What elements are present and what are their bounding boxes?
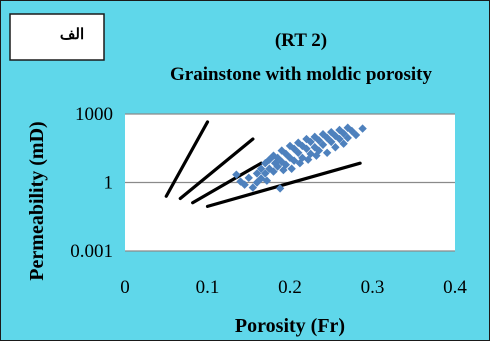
reference-lines — [164, 120, 362, 208]
data-point — [275, 184, 285, 193]
data-point — [327, 137, 336, 147]
data-point — [318, 140, 328, 149]
data-point — [302, 134, 311, 144]
data-point — [248, 183, 258, 192]
data-point — [232, 170, 241, 179]
y-tick-label: 1000 — [75, 104, 113, 125]
data-point — [287, 164, 296, 173]
data-point — [244, 173, 253, 183]
x-axis-title: Porosity (Fr) — [235, 315, 345, 337]
chart-subtitle: Grainstone with moldic porosity — [170, 64, 432, 85]
data-point — [335, 134, 344, 144]
chart-title: (RT 2) — [275, 30, 327, 51]
x-tick-label: 0.1 — [196, 277, 220, 298]
data-point — [343, 133, 352, 143]
panel-label: الف — [60, 27, 84, 43]
data-point — [252, 178, 262, 187]
data-point — [261, 169, 270, 178]
reference-line — [164, 120, 210, 198]
x-tick-labels: 0 0.1 0.2 0.3 0.4 — [120, 277, 467, 298]
data-point — [265, 164, 274, 173]
data-point — [358, 124, 367, 133]
x-tick-label: 0.2 — [278, 277, 302, 298]
data-point — [294, 138, 303, 147]
reference-line — [178, 137, 255, 201]
data-point — [314, 146, 324, 155]
reference-line — [191, 161, 263, 205]
data-points — [232, 123, 367, 193]
y-tick-label: 0.001 — [70, 241, 113, 262]
panel-label-box: الف — [9, 13, 105, 61]
x-tick-label: 0.3 — [361, 277, 385, 298]
data-point — [306, 137, 315, 147]
data-point — [240, 180, 249, 189]
data-point — [269, 167, 278, 176]
data-point — [339, 129, 348, 138]
x-tick-label: 0 — [120, 277, 130, 298]
data-point — [252, 169, 262, 178]
reference-line — [205, 161, 362, 208]
data-point — [318, 130, 328, 139]
y-tick-labels: 0.001 1 1000 — [70, 104, 113, 262]
data-point — [256, 174, 266, 183]
data-point — [281, 160, 291, 169]
data-point — [294, 148, 303, 157]
data-point — [236, 177, 245, 186]
data-point — [302, 144, 311, 153]
data-point — [351, 130, 361, 140]
data-point — [339, 139, 348, 148]
data-point — [314, 136, 324, 145]
data-point — [273, 162, 282, 171]
x-tick-label: 0.4 — [443, 277, 467, 298]
data-point — [289, 144, 299, 153]
data-point — [256, 164, 266, 173]
data-point — [262, 176, 272, 185]
data-point — [322, 148, 332, 157]
y-axis-title: Permeability (mD) — [26, 121, 48, 280]
data-point — [331, 143, 340, 152]
y-tick-label: 1 — [104, 173, 114, 194]
